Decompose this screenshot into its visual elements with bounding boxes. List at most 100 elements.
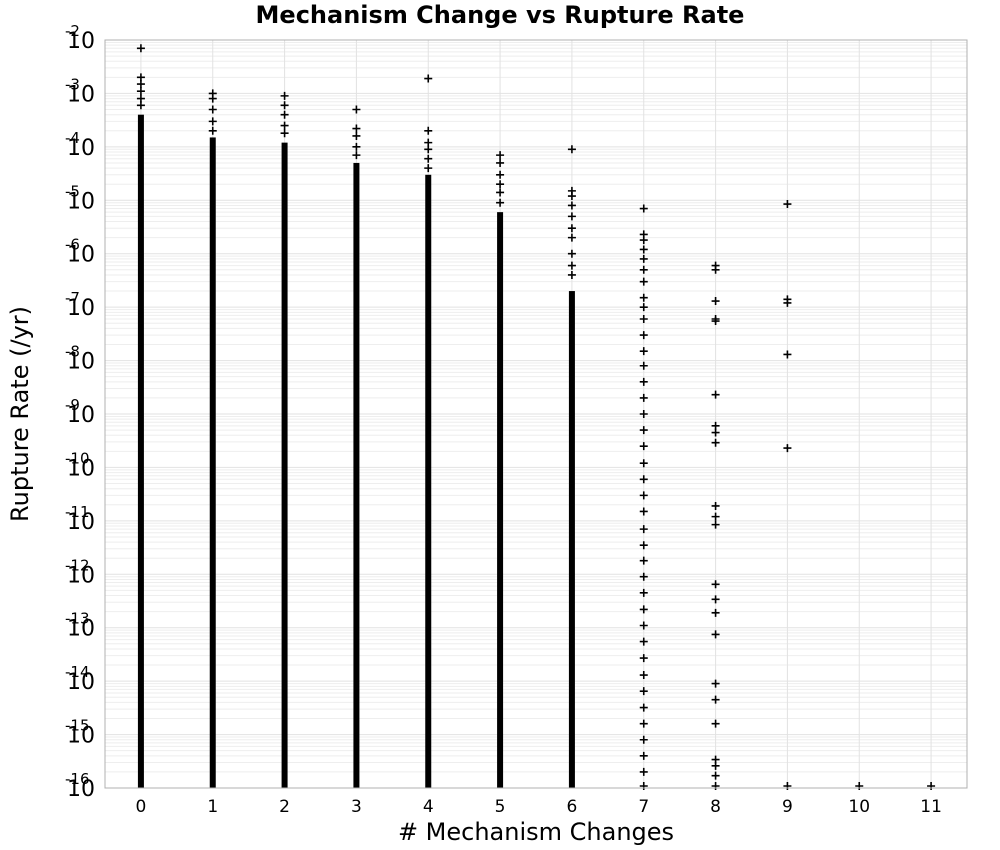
data-point	[639, 637, 648, 646]
y-tick-exponent: -12	[65, 556, 90, 574]
y-tick-exponent: -8	[65, 343, 80, 361]
y-tick-exponent: -6	[65, 236, 80, 254]
data-point	[280, 129, 289, 138]
data-point	[639, 703, 648, 712]
data-point	[496, 198, 505, 207]
data-point	[639, 654, 648, 663]
data-point	[711, 265, 720, 274]
data-point	[496, 180, 505, 189]
data-point	[639, 767, 648, 776]
data-point	[639, 671, 648, 680]
y-tick-label: 10-6	[65, 236, 95, 268]
data-point	[639, 361, 648, 370]
y-tick-label: 10-10	[65, 449, 95, 481]
data-point	[496, 151, 505, 160]
data-point	[208, 117, 217, 126]
data-point	[639, 377, 648, 386]
data-point	[567, 212, 576, 221]
data-point	[783, 200, 792, 209]
data-point	[711, 761, 720, 770]
data-point	[639, 556, 648, 565]
data-point	[639, 525, 648, 534]
y-tick-base: 10	[67, 350, 95, 375]
dense-column-4	[425, 174, 432, 788]
data-point	[424, 126, 433, 135]
data-point	[352, 105, 361, 114]
chart-title: Mechanism Change vs Rupture Rate	[256, 1, 745, 29]
y-tick-label: 10-2	[65, 22, 95, 54]
data-point	[639, 393, 648, 402]
data-point	[639, 588, 648, 597]
data-point	[711, 421, 720, 430]
data-point	[567, 192, 576, 201]
data-point	[711, 501, 720, 510]
data-point	[352, 142, 361, 151]
data-point	[711, 695, 720, 704]
dense-columns	[137, 114, 575, 789]
data-point	[783, 444, 792, 453]
data-point	[280, 110, 289, 119]
data-point	[639, 303, 648, 312]
data-point	[639, 204, 648, 213]
data-point	[711, 595, 720, 604]
data-point	[927, 782, 936, 790]
y-tick-label: 10-8	[65, 343, 95, 375]
y-tick-label: 10-11	[65, 503, 95, 535]
data-point	[639, 293, 648, 302]
data-point	[711, 520, 720, 529]
x-tick-label: 6	[567, 797, 578, 817]
data-point	[711, 390, 720, 399]
data-point	[711, 580, 720, 589]
y-tick-label: 10-12	[65, 556, 95, 588]
data-point	[567, 201, 576, 210]
data-point	[639, 331, 648, 340]
y-tick-label: 10-5	[65, 182, 95, 214]
data-point	[136, 44, 145, 53]
data-point	[208, 126, 217, 135]
x-axis-label: # Mechanism Changes	[398, 818, 674, 846]
x-tick-label: 3	[351, 797, 362, 817]
data-point	[136, 80, 145, 89]
data-point	[639, 735, 648, 744]
x-tick-label: 10	[848, 797, 870, 817]
y-tick-base: 10	[67, 296, 95, 321]
data-point	[783, 298, 792, 307]
x-tick-label: 4	[423, 797, 434, 817]
data-point	[711, 679, 720, 688]
plot-frame	[104, 39, 968, 789]
x-tick-label: 8	[710, 797, 721, 817]
data-point	[567, 224, 576, 233]
y-tick-exponent: -11	[65, 503, 90, 521]
data-point	[639, 442, 648, 451]
data-point	[639, 491, 648, 500]
data-point	[639, 605, 648, 614]
data-point	[639, 459, 648, 468]
x-tick-label: 2	[279, 797, 290, 817]
data-point	[424, 138, 433, 147]
y-tick-label: 10-13	[65, 610, 95, 642]
data-point	[567, 261, 576, 270]
data-point	[639, 751, 648, 760]
data-point	[639, 254, 648, 263]
y-tick-exponent: -10	[65, 449, 90, 467]
data-point	[639, 507, 648, 516]
y-tick-label: 10-14	[65, 663, 95, 695]
data-point	[711, 317, 720, 326]
y-tick-base: 10	[67, 563, 95, 588]
data-point	[711, 438, 720, 447]
y-tick-base: 10	[67, 670, 95, 695]
y-tick-label: 10-15	[65, 717, 95, 749]
data-point	[639, 782, 648, 790]
data-point	[424, 154, 433, 163]
data-point	[639, 277, 648, 286]
data-point	[424, 74, 433, 83]
x-tick-labels: 0 1 2 3 4 5 6 7 8 9 10 11	[136, 797, 942, 817]
data-point	[496, 158, 505, 167]
data-point	[352, 151, 361, 160]
data-point	[639, 719, 648, 728]
x-tick-label: 1	[207, 797, 218, 817]
data-point	[639, 314, 648, 323]
y-tick-label: 10-7	[65, 289, 95, 321]
dense-column-5	[497, 212, 504, 788]
data-point	[639, 426, 648, 435]
